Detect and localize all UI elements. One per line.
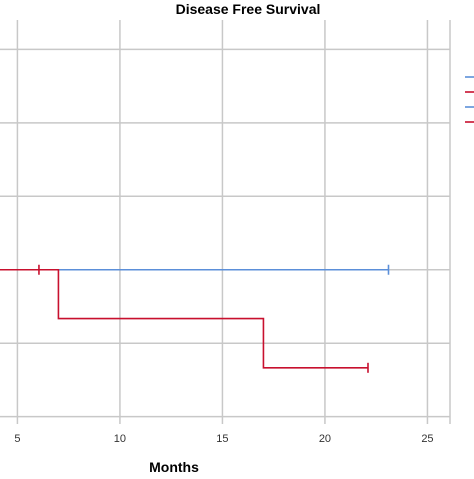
chart-title: Disease Free Survival — [176, 1, 321, 17]
x-tick-label-5: 5 — [14, 433, 20, 445]
x-tick-label-15: 15 — [216, 433, 228, 445]
series-line-1 — [0, 268, 368, 369]
x-axis-label: Months — [149, 459, 199, 474]
x-tick-label-10: 10 — [114, 433, 126, 445]
x-tick-label-25: 25 — [421, 433, 433, 445]
x-tick-label-20: 20 — [319, 433, 331, 445]
series-layer — [0, 264, 390, 373]
tick-layer: 5 10 15 20 25 — [14, 433, 433, 445]
legend — [465, 76, 474, 123]
